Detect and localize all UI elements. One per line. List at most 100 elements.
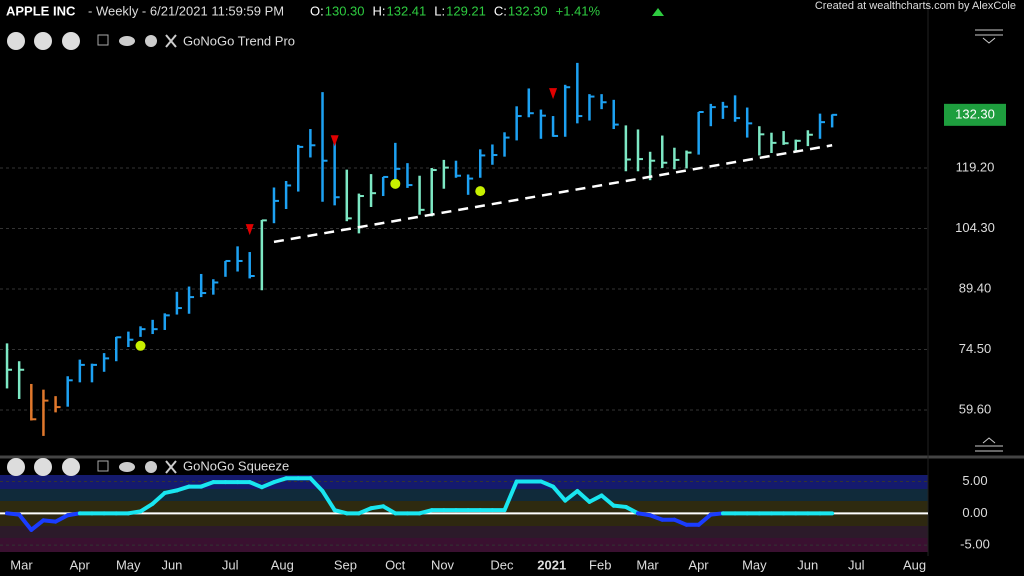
meta: - Weekly - 6/21/2021 11:59:59 PM [88, 3, 284, 18]
scale-handle[interactable] [975, 437, 1003, 452]
squeeze-line [587, 493, 604, 504]
squeeze-line [575, 489, 592, 504]
x-tick-label: Feb [589, 557, 611, 572]
squeeze-line [611, 503, 628, 509]
x-tick-label: Aug [903, 557, 926, 572]
nogo-arrow [245, 224, 254, 236]
quote-value: 132.30 [508, 3, 548, 18]
quote-value: 132.41 [387, 3, 427, 18]
quote-value: 129.21 [446, 3, 486, 18]
go-dot [475, 186, 486, 197]
squeeze-line [162, 488, 179, 495]
squeeze-line [696, 512, 713, 527]
go-dot [135, 340, 146, 351]
icon-button[interactable] [62, 32, 80, 50]
squeeze-line [369, 504, 386, 511]
y-tick-label: 104.30 [955, 220, 995, 235]
x-tick-label: Dec [490, 557, 514, 572]
up-arrow [652, 8, 664, 16]
gear-icon[interactable] [145, 461, 157, 473]
squeeze-line [708, 511, 725, 517]
quote-label: O: [310, 3, 324, 18]
x-tick-label: Jul [222, 557, 239, 572]
y-tick-label: 5.00 [962, 473, 987, 488]
squeeze-line [138, 501, 155, 514]
x-tick-label: Aug [271, 557, 294, 572]
squeeze-line [17, 512, 34, 532]
scale-handle[interactable] [975, 29, 1003, 44]
panel-title: GoNoGo Squeeze [183, 458, 289, 473]
squeeze-line [636, 511, 653, 518]
close-icon[interactable] [165, 460, 177, 474]
squeeze-line [538, 479, 556, 489]
x-tick-label: Jul [848, 557, 865, 572]
eye-icon[interactable] [119, 36, 135, 46]
x-tick-label: Apr [70, 557, 91, 572]
x-tick-label: May [116, 557, 141, 572]
x-tick-label: Jun [161, 557, 182, 572]
squeeze-line [247, 480, 264, 490]
trend-toolbar[interactable] [7, 32, 177, 50]
nogo-arrow [549, 88, 558, 100]
squeeze-line [332, 508, 349, 516]
x-tick-label: Mar [10, 557, 33, 572]
squeeze-line [271, 476, 289, 485]
symbol: APPLE INC [6, 3, 76, 18]
change: +1.41% [556, 3, 601, 18]
squeeze-line [174, 484, 192, 493]
squeeze-line [320, 489, 337, 513]
icon-button[interactable] [34, 458, 52, 476]
squeeze-line [599, 493, 616, 508]
squeeze-line [417, 508, 434, 516]
x-tick-label: 2021 [537, 557, 566, 572]
last-price-box [944, 103, 1006, 126]
squeeze-line [502, 479, 519, 513]
y-tick-label: -5.00 [960, 537, 990, 552]
x-tick-label: May [742, 557, 767, 572]
squeeze-line [41, 518, 58, 524]
quote-value: 130.30 [325, 3, 365, 18]
band [0, 489, 928, 501]
squeeze-line [65, 511, 82, 518]
nogo-arrow [330, 135, 339, 147]
icon-button[interactable] [34, 32, 52, 50]
squeeze-line [648, 513, 665, 522]
squeeze-line [199, 480, 216, 489]
x-tick-label: Nov [431, 557, 455, 572]
squeeze-line [563, 489, 580, 503]
collapse-icon[interactable] [97, 34, 109, 46]
y-tick-label: 119.20 [956, 159, 995, 174]
x-tick-label: Mar [636, 557, 659, 572]
icon-button[interactable] [62, 458, 80, 476]
squeeze-line [126, 509, 143, 516]
quote-label: L: [434, 3, 445, 18]
close-icon[interactable] [165, 34, 177, 48]
band [0, 526, 928, 538]
icon-button[interactable] [7, 458, 25, 476]
icon-button[interactable] [7, 32, 25, 50]
squeeze-line [53, 513, 70, 524]
credit: Created at wealthcharts.com by AlexCole [815, 0, 1016, 12]
squeeze-toolbar[interactable] [7, 458, 177, 476]
trendline [273, 144, 833, 244]
collapse-icon[interactable] [97, 460, 109, 472]
squeeze-line [259, 480, 276, 490]
x-tick-label: Jun [797, 557, 818, 572]
band [0, 475, 928, 489]
squeeze-line [672, 517, 689, 527]
gear-icon[interactable] [145, 35, 157, 47]
eye-icon[interactable] [119, 462, 135, 472]
squeeze-line [623, 504, 640, 516]
go-dot [390, 178, 401, 189]
y-tick-label: 59.60 [959, 401, 992, 416]
squeeze-line [5, 511, 22, 517]
squeeze-line [551, 484, 568, 503]
y-tick-label: 74.50 [959, 341, 992, 356]
squeeze-line [381, 504, 398, 516]
x-tick-label: Oct [385, 557, 406, 572]
band [0, 513, 928, 526]
squeeze-line [29, 518, 46, 532]
squeeze-line [356, 506, 374, 516]
x-tick-label: Sep [334, 557, 357, 572]
